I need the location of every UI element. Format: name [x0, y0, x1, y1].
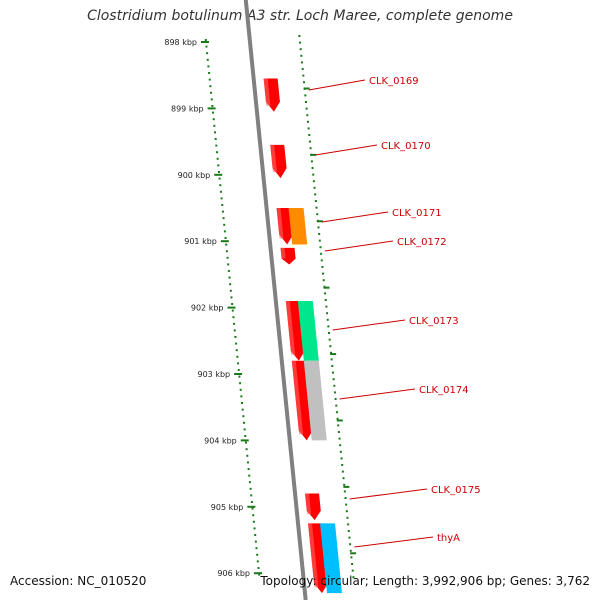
scale-kbp-label: 898 kbp — [164, 38, 197, 47]
scale-kbp-label: 902 kbp — [191, 304, 224, 313]
gene-features — [263, 78, 342, 594]
gene-arrow-highlight — [263, 78, 271, 106]
gene-arrow-highlight — [305, 493, 312, 515]
gene-feature-block[interactable] — [320, 523, 342, 594]
gene-leader-line — [321, 211, 389, 223]
map-title: Clostridium botulinum A3 str. Loch Maree… — [87, 8, 513, 24]
gene-name-label[interactable]: CLK_0171 — [392, 208, 442, 219]
genome-backbone-line — [243, 0, 308, 600]
gene-name-label[interactable]: CLK_0172 — [397, 237, 447, 248]
gene-labels: CLK_0169 CLK_0170 CLK_0171 CLK_0172 CLK_0173… — [308, 76, 481, 548]
gene-leader-line — [308, 79, 366, 91]
gene-leader-line — [324, 240, 394, 252]
gene-arrow-highlight — [308, 523, 319, 588]
scale-ticks: 898 kbp 899 kbp 900 kbp 901 kbp 902 kbp 903 k… — [164, 38, 263, 578]
gene-name-label[interactable]: CLK_0175 — [431, 485, 481, 496]
genome-summary: Topology: circular; Length: 3,992,906 bp… — [260, 574, 590, 588]
scale-kbp-label: 904 kbp — [204, 436, 237, 445]
gene-arrow-highlight — [285, 300, 296, 355]
gene-arrow-highlight — [280, 247, 286, 259]
gene-name-label[interactable]: thyA — [437, 533, 460, 544]
gene-leader-line — [315, 144, 378, 156]
gene-arrow-highlight — [291, 360, 304, 435]
gene-leader-line — [332, 319, 406, 331]
gene-name-label[interactable]: CLK_0170 — [381, 141, 431, 152]
scale-kbp-label: 900 kbp — [178, 171, 211, 180]
scale-kbp-label: 906 kbp — [217, 569, 250, 578]
accession-label: Accession: NC_010520 — [10, 574, 147, 588]
gene-leader-line — [349, 488, 428, 500]
gene-arrow-highlight — [276, 208, 284, 239]
scale-kbp-label: 899 kbp — [171, 104, 204, 113]
gene-name-label[interactable]: CLK_0173 — [409, 316, 459, 327]
gene-feature-block[interactable] — [288, 208, 308, 245]
genome-backbone — [243, 0, 308, 600]
gene-leader-line — [354, 536, 434, 548]
gene-feature-block[interactable] — [303, 360, 327, 441]
scale-kbp-label: 901 kbp — [184, 237, 217, 246]
gene-feature-block[interactable] — [297, 300, 319, 361]
scale-kbp-label: 905 kbp — [211, 503, 244, 512]
gene-name-label[interactable]: CLK_0169 — [369, 76, 419, 87]
scale-kbp-label: 903 kbp — [198, 370, 231, 379]
gene-arrow-highlight — [270, 144, 277, 173]
gene-leader-line — [339, 388, 416, 400]
gene-name-label[interactable]: CLK_0174 — [419, 385, 469, 396]
